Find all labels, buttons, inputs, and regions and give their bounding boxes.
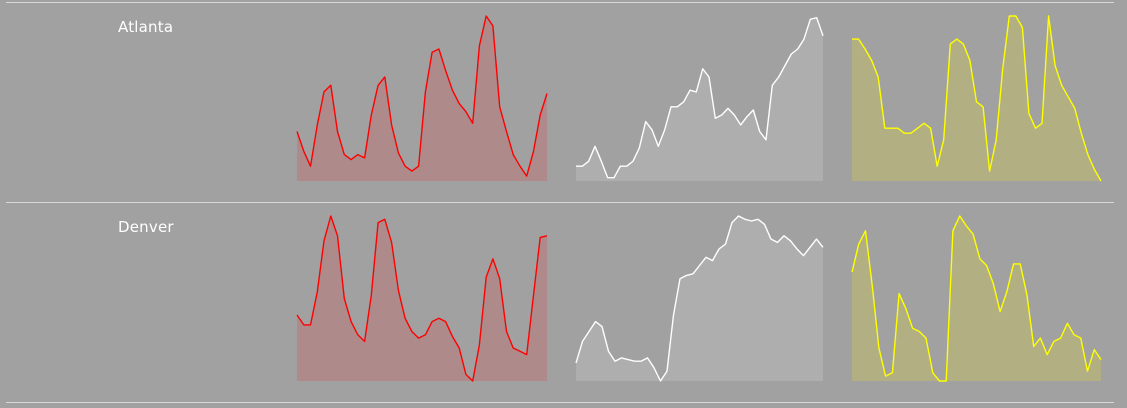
denver-red-area [297,216,547,381]
city-label-denver: Denver [118,218,174,236]
atlanta-white-line [576,17,824,179]
denver-yellow-area [852,216,1101,381]
denver-yellow-line [851,215,1102,382]
atlanta-yellow-area [852,16,1101,181]
city-label-atlanta: Atlanta [118,18,174,36]
row-divider-bottom [6,402,1114,403]
denver-white-line [575,215,824,382]
row-divider-top [6,2,1114,3]
denver-white-area [576,216,823,381]
row-divider-middle [6,202,1114,203]
atlanta-red-line [296,15,548,177]
denver-red-line [296,215,548,382]
atlanta-white-area [576,17,823,182]
atlanta-red-area [297,16,547,181]
atlanta-yellow-line [852,15,1102,182]
